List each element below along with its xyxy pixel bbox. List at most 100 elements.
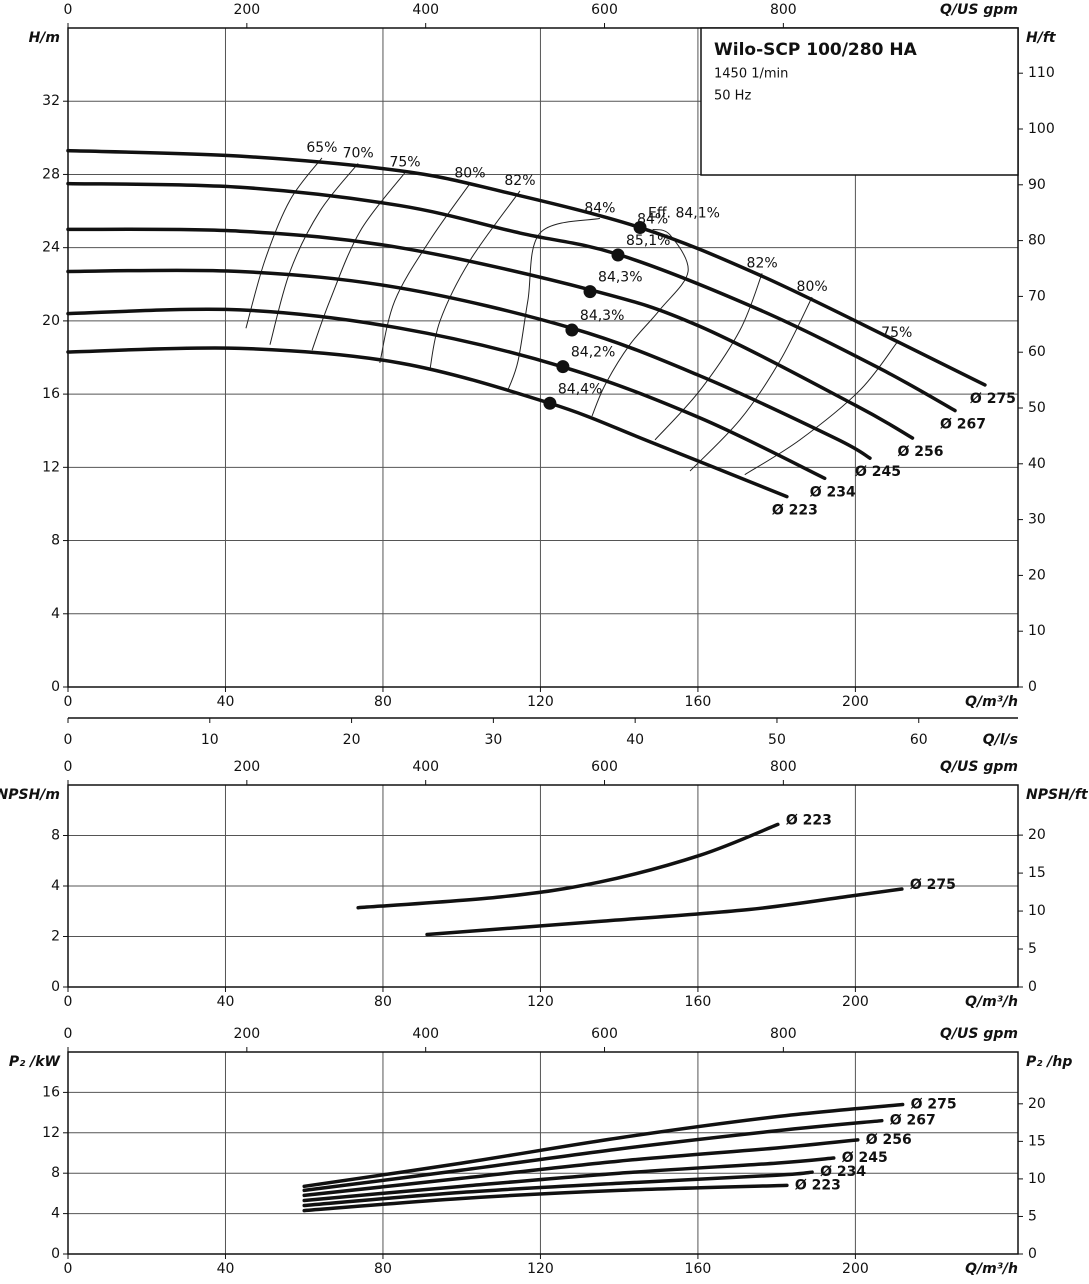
- efficiency-contour: [311, 172, 406, 351]
- curve: [66, 268, 872, 460]
- x2-tick-label: 200: [233, 2, 260, 18]
- curve-label: Ø 245: [855, 464, 901, 480]
- x-tick-label: 0: [64, 994, 73, 1010]
- y2-tick-label: 100: [1028, 121, 1055, 137]
- y-tick-label: 12: [42, 459, 60, 475]
- curve-label: Ø 223: [772, 503, 818, 519]
- y2-tick-label: 5: [1028, 941, 1037, 957]
- curve-label: Ø 256: [866, 1132, 912, 1148]
- y2-tick-label: 15: [1028, 1133, 1046, 1149]
- x-tick-label: 0: [64, 694, 73, 710]
- curve: [302, 1183, 789, 1213]
- y-tick-label: 2: [51, 929, 60, 945]
- point-label: 84,3%: [598, 270, 642, 286]
- efficiency-contour: [507, 217, 601, 391]
- curve-label: Ø 256: [897, 444, 943, 460]
- curve: [302, 1118, 884, 1193]
- x-tick-label: 120: [527, 1261, 554, 1277]
- y-tick-label: 8: [51, 1165, 60, 1181]
- y2-axis-title: H/ft: [1026, 30, 1057, 46]
- y-tick-label: 32: [42, 93, 60, 109]
- efficiency-point: [543, 396, 557, 410]
- curve: [302, 1156, 836, 1203]
- plot-frame: [67, 27, 1019, 688]
- x3-tick-label: 0: [64, 732, 73, 748]
- y2-tick-label: 20: [1028, 1096, 1046, 1112]
- x-axis-title: Q/m³/h: [965, 1261, 1018, 1277]
- y-axis-title: NPSH/m: [0, 787, 60, 803]
- info-line: 50 Hz: [714, 89, 751, 104]
- curve-label: Ø 275: [911, 1097, 957, 1113]
- curve: [302, 1170, 814, 1208]
- point-label: 84,3%: [580, 308, 624, 324]
- x-tick-label: 80: [374, 1261, 392, 1277]
- y2-tick-label: 90: [1028, 177, 1046, 193]
- x-axis-title: Q/m³/h: [965, 694, 1018, 710]
- point-label: Eff. 84,1%: [648, 206, 720, 222]
- x3-tick-label: 20: [343, 732, 361, 748]
- efficiency-contour: [744, 342, 898, 476]
- x-tick-label: 200: [842, 694, 869, 710]
- x3-axis-title: Q/l/s: [983, 732, 1018, 748]
- y2-tick-label: 60: [1028, 344, 1046, 360]
- efficiency-contour: [379, 183, 471, 364]
- y2-tick-label: 40: [1028, 456, 1046, 472]
- curve: [66, 307, 827, 481]
- y-axis-title: H/m: [29, 30, 60, 46]
- y-tick-label: 8: [51, 828, 60, 844]
- y-tick-label: 4: [51, 1206, 60, 1222]
- contour-label: 65%: [306, 140, 337, 156]
- y2-axis-title: P₂ /hp: [1026, 1054, 1072, 1070]
- curve: [425, 887, 904, 937]
- y2-tick-label: 70: [1028, 288, 1046, 304]
- x2-tick-label: 600: [591, 1026, 618, 1042]
- y-tick-label: 0: [51, 1246, 60, 1262]
- point-label: 84,4%: [558, 381, 602, 397]
- y-tick-label: 0: [51, 979, 60, 995]
- x2-tick-label: 800: [770, 1026, 797, 1042]
- x2-tick-label: 400: [412, 759, 439, 775]
- curve-label: Ø 275: [970, 391, 1016, 407]
- x2-tick-label: 800: [770, 759, 797, 775]
- x-tick-label: 160: [685, 1261, 712, 1277]
- curve: [302, 1138, 860, 1198]
- y2-tick-label: 15: [1028, 865, 1046, 881]
- x-tick-label: 160: [685, 994, 712, 1010]
- y2-tick-label: 10: [1028, 623, 1046, 639]
- contour-label: 70%: [343, 145, 374, 161]
- y-tick-label: 16: [42, 1084, 60, 1100]
- x2-tick-label: 0: [64, 2, 73, 18]
- x-tick-label: 40: [217, 994, 235, 1010]
- y2-tick-label: 5: [1028, 1208, 1037, 1224]
- y2-tick-label: 110: [1028, 65, 1055, 81]
- efficiency-contour: [429, 190, 521, 371]
- contour-label: 80%: [797, 279, 828, 295]
- info-line: 1450 1/min: [714, 67, 788, 82]
- contour-label: 75%: [389, 155, 420, 171]
- curve: [66, 148, 987, 387]
- efficiency-point: [583, 285, 597, 299]
- curve: [356, 822, 780, 910]
- efficiency-point: [565, 323, 579, 337]
- x3-tick-label: 50: [768, 732, 786, 748]
- x-axis-title: Q/m³/h: [965, 994, 1018, 1010]
- curve: [66, 227, 915, 440]
- y-tick-label: 0: [51, 679, 60, 695]
- y-tick-label: 12: [42, 1125, 60, 1141]
- curve: [66, 346, 789, 499]
- x-tick-label: 200: [842, 1261, 869, 1277]
- curve-label: Ø 223: [795, 1177, 841, 1193]
- y-tick-label: 20: [42, 313, 60, 329]
- curve: [66, 181, 957, 413]
- x-tick-label: 80: [374, 994, 392, 1010]
- x2-axis-title: Q/US gpm: [940, 1026, 1018, 1042]
- efficiency-point: [611, 248, 625, 262]
- x2-tick-label: 800: [770, 2, 797, 18]
- efficiency-point: [633, 221, 647, 235]
- contour-label: 75%: [881, 325, 912, 341]
- info-box: [700, 27, 1019, 176]
- y2-tick-label: 20: [1028, 567, 1046, 583]
- y-tick-label: 8: [51, 533, 60, 549]
- x-tick-label: 40: [217, 1261, 235, 1277]
